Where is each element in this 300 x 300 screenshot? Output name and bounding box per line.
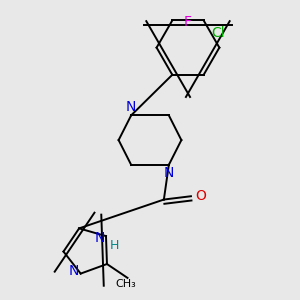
Text: CH₃: CH₃ (116, 280, 136, 290)
Text: N: N (126, 100, 136, 114)
Text: N: N (95, 231, 105, 245)
Text: N: N (68, 264, 79, 278)
Text: Cl: Cl (211, 26, 224, 40)
Text: F: F (183, 15, 191, 29)
Text: O: O (195, 189, 206, 203)
Text: N: N (164, 166, 174, 180)
Text: H: H (110, 239, 119, 253)
